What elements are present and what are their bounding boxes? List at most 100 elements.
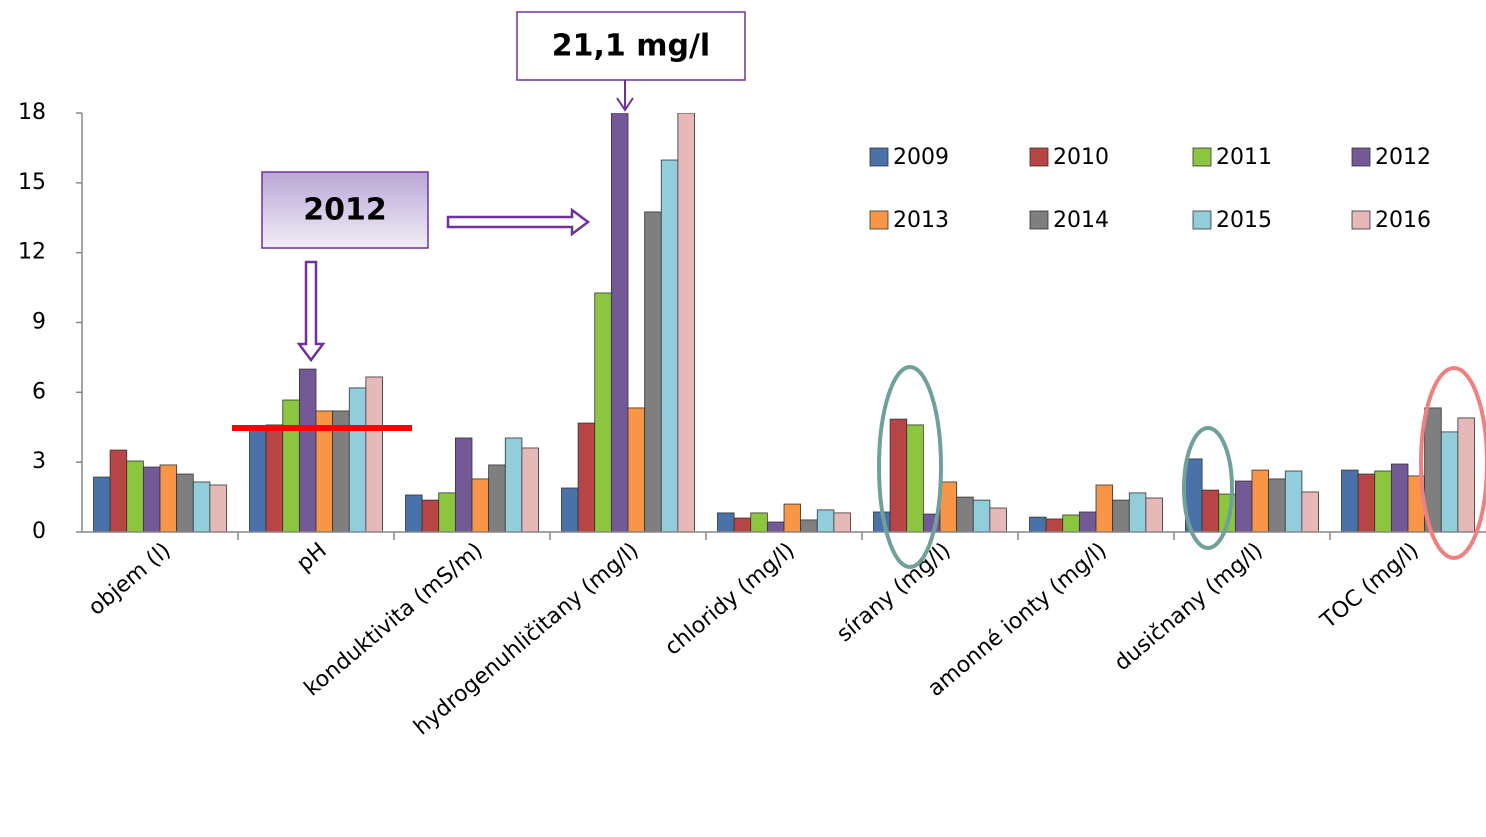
- bar: [750, 512, 768, 533]
- bars: [93, 113, 1475, 533]
- annotation-box: [261, 171, 429, 249]
- legend-label: 2016: [1375, 208, 1431, 233]
- y-tick-label: 12: [18, 240, 46, 265]
- bar: [438, 492, 456, 533]
- bar: [1341, 469, 1359, 533]
- bar: [282, 399, 300, 533]
- legend-label: 2011: [1216, 145, 1272, 170]
- legend-label: 2012: [1375, 145, 1431, 170]
- bar: [1440, 431, 1459, 533]
- bar: [521, 447, 539, 533]
- y-tick-label: 18: [18, 100, 46, 125]
- x-tick-label: objem (l): [84, 538, 176, 621]
- bar: [1029, 516, 1047, 533]
- legend-swatch: [1192, 210, 1212, 230]
- bar: [1357, 473, 1376, 533]
- bar: [109, 449, 128, 533]
- bar: [1112, 499, 1130, 533]
- y-tick-label: 6: [32, 379, 46, 404]
- bar: [1078, 511, 1097, 533]
- bar: [1095, 484, 1114, 533]
- bar: [159, 464, 178, 533]
- bar: [176, 473, 194, 533]
- annotations: 21,1 mg/l 2012: [232, 11, 1486, 569]
- legend-swatch: [1029, 210, 1049, 230]
- bar: [783, 503, 802, 533]
- arrow: [296, 260, 326, 363]
- legend-label: 2014: [1053, 208, 1109, 233]
- legend-swatch: [1029, 147, 1049, 167]
- annotation: 21,1 mg/l: [552, 29, 710, 64]
- bar: [833, 512, 851, 533]
- highlight-ellipse: [877, 365, 943, 569]
- x-tick-label: konduktivita (mS/m): [300, 538, 488, 701]
- bar: [421, 499, 440, 533]
- x-tick-label: pH: [292, 538, 331, 577]
- bar: [142, 466, 161, 533]
- bar: [610, 113, 629, 533]
- y-tick-label: 15: [18, 170, 46, 195]
- annotation-box: [516, 11, 746, 81]
- bar: [1374, 470, 1392, 533]
- bar: [1128, 492, 1147, 533]
- bar: [939, 481, 958, 533]
- bar: [365, 376, 383, 533]
- legend-label: 2013: [893, 208, 949, 233]
- x-tick-label: dusičnany (mg/l): [1110, 538, 1268, 676]
- bar: [1145, 497, 1163, 533]
- bar: [348, 387, 367, 533]
- legend-label: 2015: [1216, 208, 1272, 233]
- x-tick-label: TOC (mg/l): [1316, 538, 1424, 634]
- bar: [906, 424, 924, 533]
- bar: [1234, 480, 1253, 533]
- bar: [766, 521, 785, 533]
- bar: [1457, 417, 1475, 533]
- bar: [298, 368, 317, 533]
- bar: [889, 418, 908, 533]
- highlight-ellipse: [1182, 426, 1234, 550]
- legend-swatch: [869, 210, 889, 230]
- bar: [733, 517, 752, 533]
- bar: [800, 519, 818, 533]
- bar: [93, 476, 111, 533]
- bar: [1301, 491, 1319, 533]
- bar: [577, 422, 596, 533]
- bar: [956, 496, 974, 533]
- bar: [504, 437, 523, 533]
- legend-swatch: [1351, 210, 1371, 230]
- legend-swatch: [869, 147, 889, 167]
- y-tick-label: 0: [32, 519, 46, 544]
- bar: [561, 487, 579, 533]
- bar: [1390, 463, 1409, 533]
- bar: [594, 292, 612, 533]
- bar: [454, 437, 473, 533]
- bar: [488, 464, 506, 533]
- arrow: [446, 207, 591, 237]
- bar: [471, 478, 490, 533]
- bar: [660, 159, 679, 533]
- bar: [209, 484, 227, 533]
- bar: [677, 113, 695, 533]
- bar: [989, 507, 1007, 533]
- bar: [405, 494, 423, 533]
- bar: [249, 426, 267, 533]
- bar: [1251, 469, 1270, 533]
- bar: [1284, 470, 1303, 533]
- bar: [717, 512, 735, 533]
- legend-swatch: [1192, 147, 1212, 167]
- bar: [644, 211, 662, 533]
- legend-label: 2009: [893, 145, 949, 170]
- bar: [1268, 478, 1286, 533]
- annotation: 2012: [303, 193, 387, 228]
- legend-label: 2010: [1053, 145, 1109, 170]
- arrow: [616, 97, 634, 112]
- bar: [1045, 518, 1064, 533]
- bar: [627, 407, 646, 533]
- bar: [265, 424, 284, 533]
- bar: [126, 460, 144, 533]
- y-tick-label: 3: [32, 449, 46, 474]
- x-tick-label: amonné ionty (mg/l): [923, 538, 1111, 702]
- highlight-ellipse: [1419, 366, 1486, 560]
- bar: [192, 481, 211, 533]
